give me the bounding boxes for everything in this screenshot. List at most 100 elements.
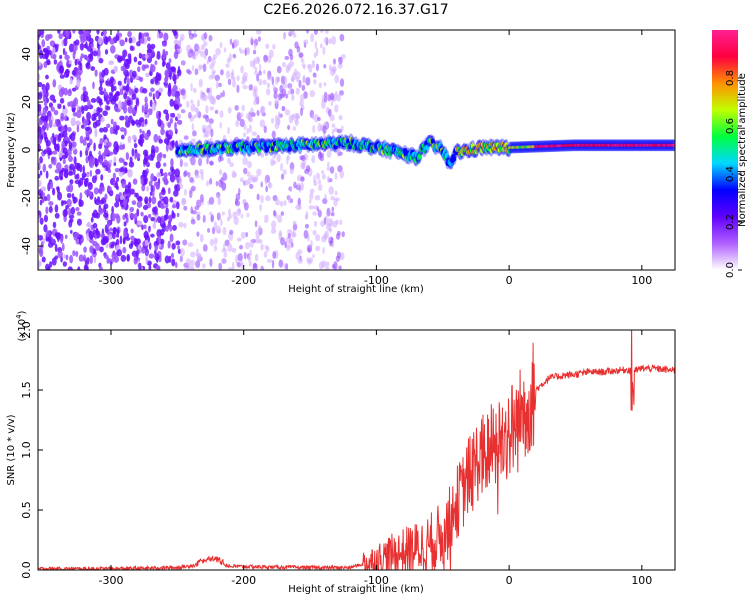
heatmap-noise-cell: [190, 219, 196, 225]
heatmap-noise-cell: [174, 140, 179, 149]
heatmap-noise-cell: [103, 134, 107, 140]
heatmap-noise-cell: [114, 201, 120, 208]
heatmap-noise-cell: [246, 127, 250, 135]
heatmap-noise-cell: [44, 51, 49, 59]
heatmap-noise-cell: [171, 139, 175, 149]
heatmap-noise-cell: [106, 221, 110, 229]
heatmap-noise-cell: [240, 231, 246, 239]
heatmap-noise-cell: [169, 98, 174, 107]
heatmap-noise-cell: [88, 230, 94, 240]
heatmap-noise-cell: [262, 79, 267, 85]
heatmap-noise-cell: [287, 124, 291, 131]
heatmap-noise-cell: [254, 253, 259, 262]
heatmap-noise-cell: [192, 54, 197, 60]
colorbar-gradient: [712, 30, 738, 270]
heatmap-noise-cell: [114, 168, 121, 173]
heatmap-noise-cell: [249, 239, 254, 248]
heatmap-noise-cell: [109, 227, 113, 232]
heatmap-noise-cell: [272, 154, 277, 160]
heatmap-noise-cell: [71, 102, 76, 109]
heatmap-noise-cell: [74, 162, 80, 170]
heatmap-noise-cell: [301, 84, 306, 91]
heatmap-noise-cell: [145, 72, 150, 78]
heatmap-noise-cell: [255, 229, 261, 239]
heatmap-noise-cell: [188, 111, 192, 119]
heatmap-noise-cell: [308, 199, 312, 204]
heatmap-noise-cell: [98, 150, 101, 157]
heatmap-noise-cell: [148, 253, 155, 259]
heatmap-noise-cell: [190, 138, 196, 144]
heatmap-noise-cell: [266, 258, 273, 263]
heatmap-noise-cell: [137, 156, 141, 162]
heatmap-noise-cell: [176, 175, 180, 184]
heatmap-noise-cell: [81, 107, 85, 115]
heatmap-noise-cell: [173, 39, 179, 45]
heatmap-noise-cell: [214, 109, 219, 114]
heatmap-noise-cell: [303, 39, 309, 45]
heatmap-noise-cell: [260, 181, 263, 188]
heatmap-noise-cell: [183, 222, 187, 229]
heatmap-noise-cell: [151, 102, 157, 112]
heatmap-noise-cell: [295, 204, 301, 211]
heatmap-noise-cell: [191, 123, 195, 131]
heatmap-noise-cell: [52, 123, 57, 128]
heatmap-y-axis-label: Frequency (Hz): [6, 112, 17, 188]
heatmap-noise-cell: [119, 115, 125, 121]
heatmap-noise-cell: [246, 46, 250, 55]
heatmap-noise-cell: [292, 113, 299, 119]
heatmap-noise-cell: [72, 112, 78, 117]
heatmap-noise-cell: [138, 31, 142, 39]
heatmap-noise-cell: [186, 100, 190, 108]
heatmap-noise-cell: [52, 79, 57, 88]
heatmap-noise-cell: [125, 115, 129, 122]
heatmap-noise-cell: [205, 115, 210, 123]
heatmap-noise-cell: [68, 59, 72, 65]
heatmap-signal-cell: [444, 152, 449, 159]
heatmap-noise-cell: [92, 50, 98, 57]
heatmap-noise-cell: [171, 242, 176, 250]
heatmap-noise-cell: [199, 233, 204, 243]
heatmap-noise-cell: [169, 71, 172, 80]
heatmap-noise-cell: [329, 166, 335, 174]
heatmap-noise-cell: [328, 186, 335, 195]
heatmap-noise-cell: [94, 69, 98, 77]
heatmap-noise-cell: [82, 54, 88, 59]
heatmap-noise-cell: [249, 60, 254, 68]
heatmap-noise-cell: [213, 244, 218, 252]
heatmap-noise-cell: [116, 177, 120, 182]
heatmap-noise-cell: [198, 64, 202, 72]
heatmap-noise-cell: [130, 213, 136, 219]
heatmap-noise-cell: [155, 161, 161, 169]
heatmap-noise-cell: [83, 254, 86, 262]
heatmap-noise-cell: [232, 172, 238, 178]
heatmap-signal: [174, 133, 675, 170]
heatmap-noise-cell: [264, 214, 269, 220]
heatmap-noise-cell: [125, 119, 131, 128]
heatmap-noise-cell: [219, 110, 224, 119]
heatmap-noise-cell: [331, 65, 337, 73]
heatmap-noise-cell: [118, 144, 125, 151]
heatmap-noise-cell: [99, 127, 104, 133]
heatmap-noise-cell: [119, 126, 125, 133]
heatmap-noise-cell: [42, 86, 47, 96]
heatmap-noise-cell: [105, 99, 110, 105]
heatmap-noise-cell: [88, 37, 94, 44]
heatmap-noise-cell: [111, 205, 114, 214]
heatmap-noise-cell: [120, 134, 125, 140]
y-tick-label: 0: [20, 147, 33, 154]
heatmap-noise-cell: [43, 149, 48, 155]
heatmap-noise-cell: [76, 104, 80, 111]
heatmap-noise-cell: [140, 177, 144, 185]
heatmap-noise-cell: [212, 53, 218, 60]
heatmap-noise-cell: [130, 240, 134, 247]
heatmap-noise-cell: [123, 199, 127, 209]
heatmap-noise-cell: [48, 119, 53, 129]
heatmap-noise-cell: [69, 77, 73, 85]
heatmap-noise-cell: [321, 100, 326, 109]
heatmap-noise-cell: [319, 43, 323, 49]
heatmap-noise-cell: [80, 53, 84, 59]
heatmap-noise-cell: [338, 114, 343, 121]
heatmap-noise-cell: [207, 228, 211, 233]
heatmap-noise-cell: [131, 148, 135, 157]
heatmap-noise-cell: [196, 253, 202, 259]
